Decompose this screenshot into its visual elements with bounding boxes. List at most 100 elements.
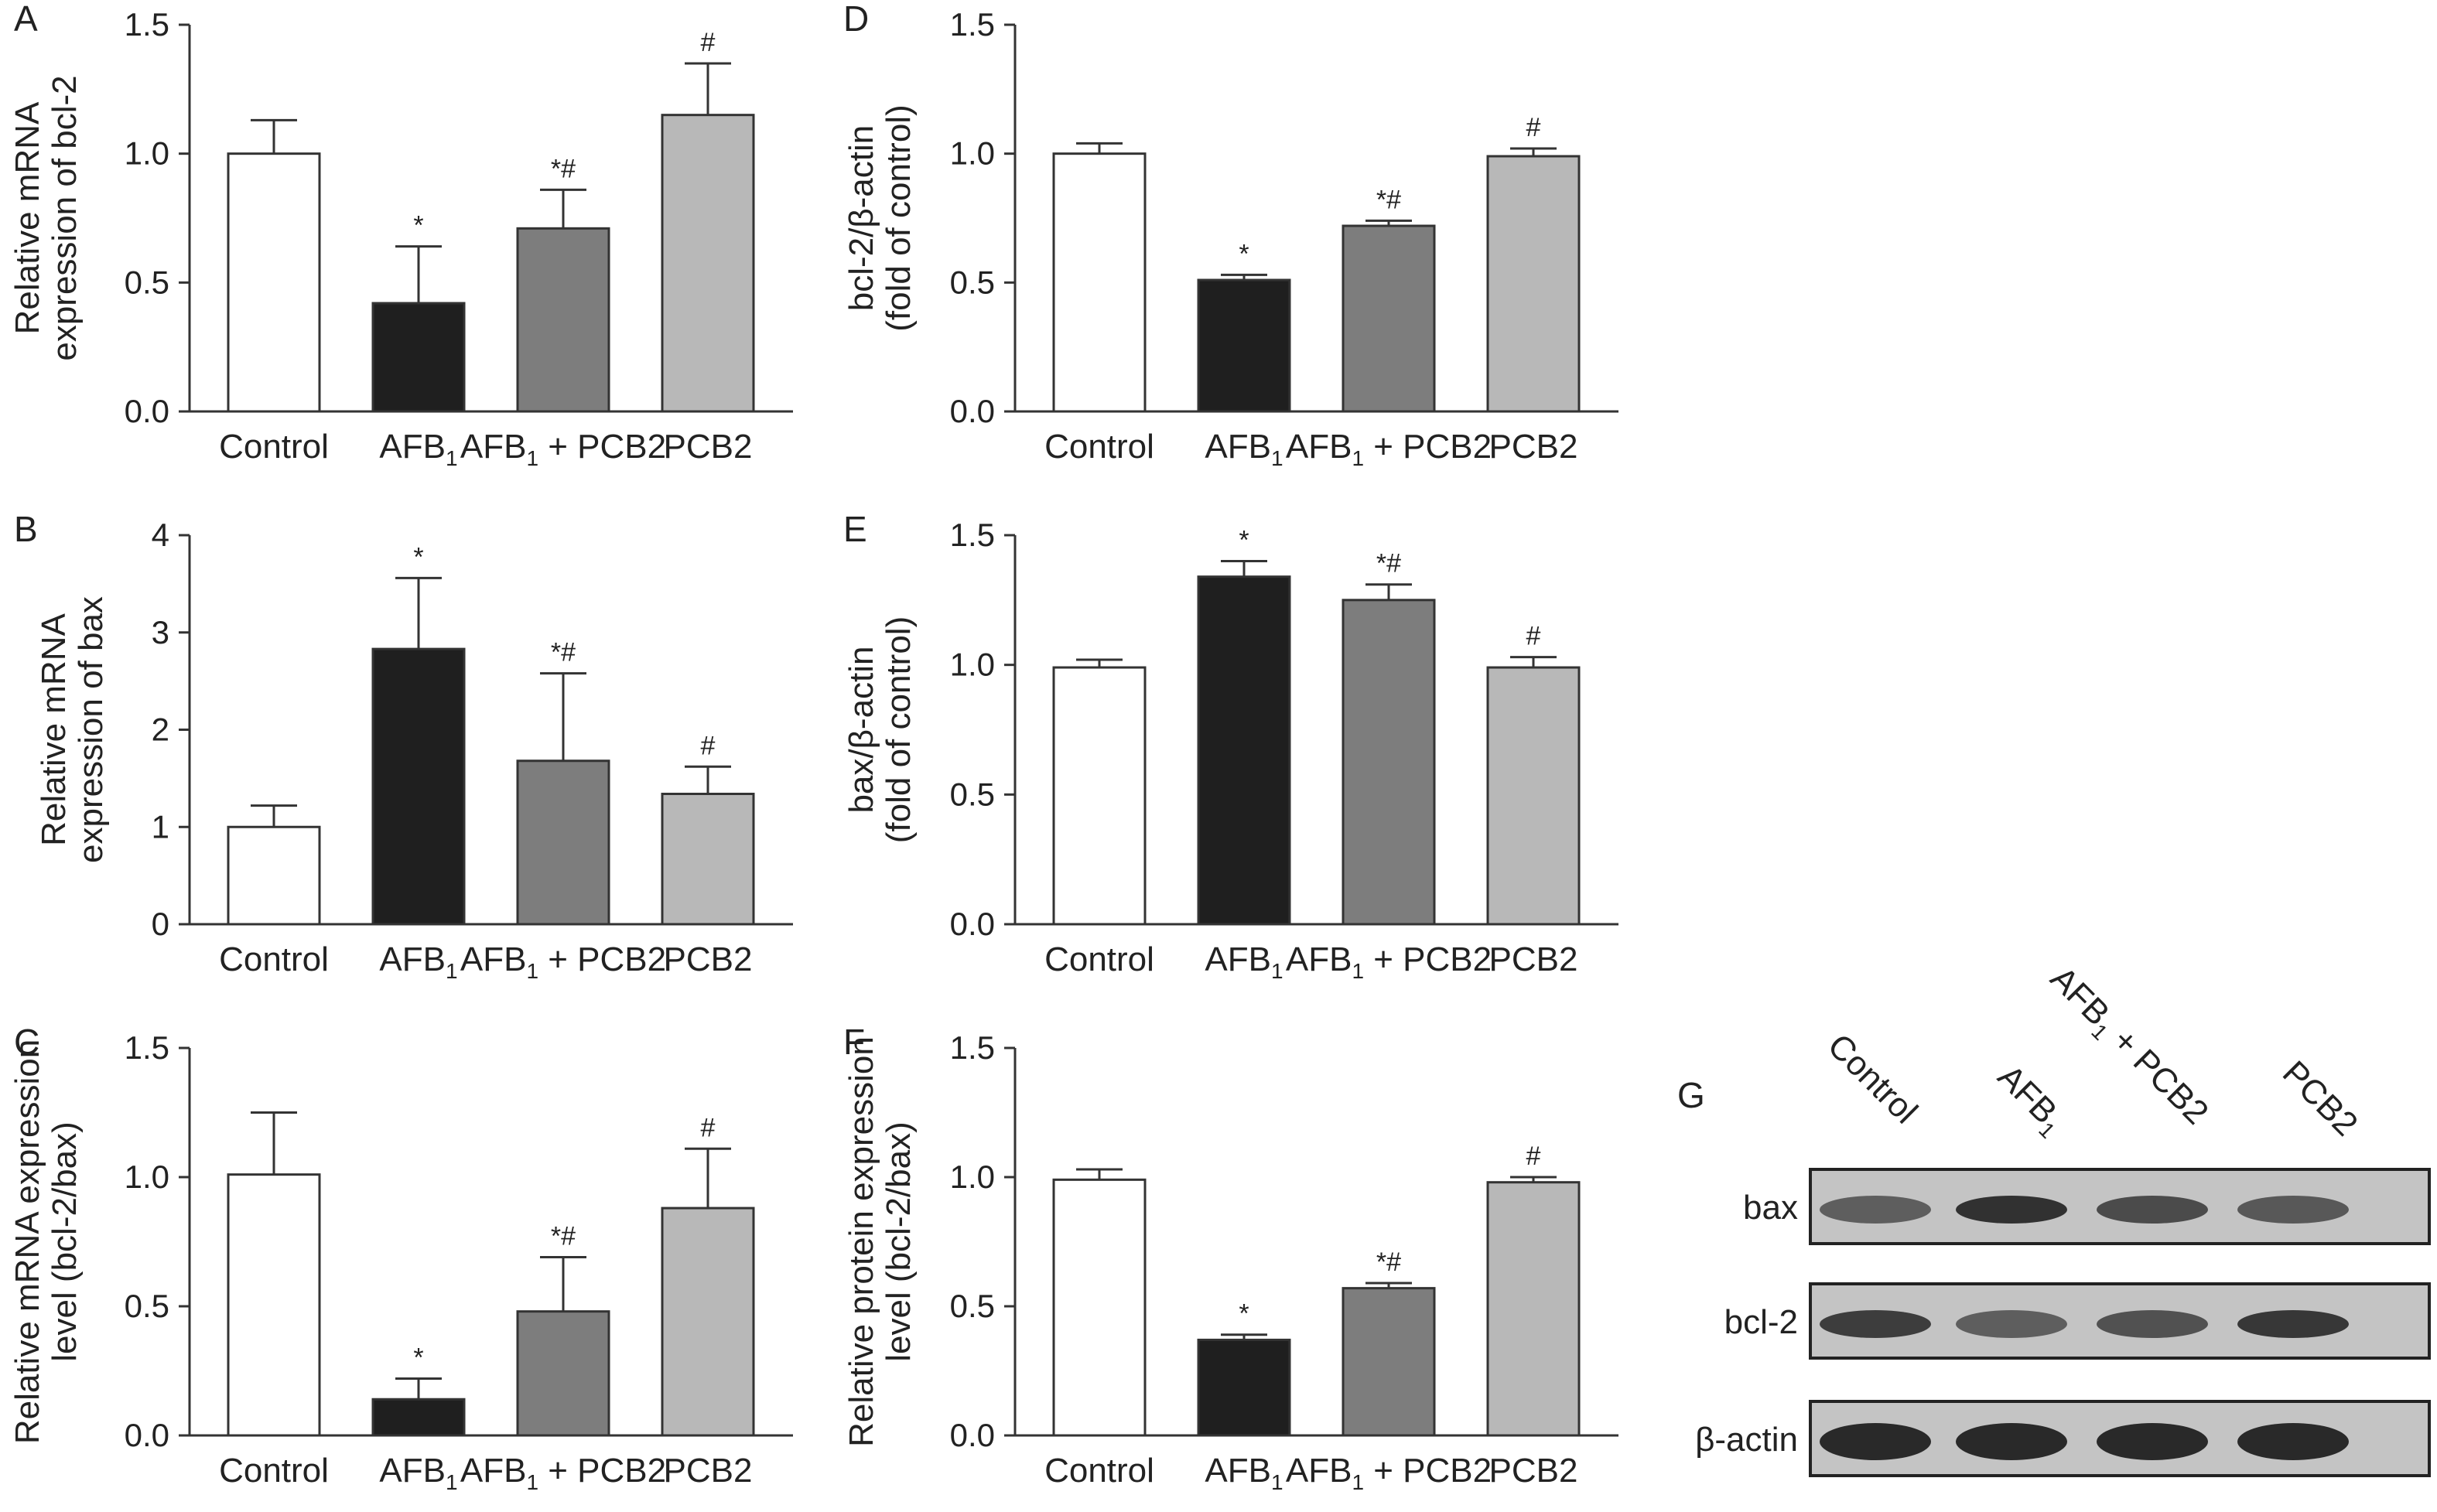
significance-mark: * [1239, 1299, 1249, 1329]
bar-afb1-pcb2 [1342, 599, 1436, 926]
bar-control [1052, 1178, 1147, 1437]
y-tick-label: 0.5 [125, 1288, 169, 1324]
significance-mark: * [413, 1343, 423, 1373]
bar-afb1 [1197, 575, 1291, 926]
y-tick-label: 1.0 [950, 135, 995, 172]
significance-mark: * [413, 211, 423, 241]
bar-afb1-pcb2 [1342, 224, 1436, 413]
bar-pcb2 [1486, 155, 1581, 413]
y-axis-label: level (bcl-2/bax) [46, 1121, 84, 1362]
bar-afb1 [1197, 278, 1291, 413]
blot-row-label: bax [1743, 1189, 1798, 1227]
x-tick-label-afb1: AFB1 [379, 1452, 457, 1494]
bar-afb1-pcb2 [516, 1310, 610, 1437]
bar-control [227, 1173, 321, 1437]
x-tick-label-afb1-pcb2: AFB1 + PCB2 [460, 428, 666, 470]
y-tick-label: 1.5 [950, 517, 995, 553]
blot-band [2237, 1310, 2349, 1338]
x-tick-label-pcb2: PCB2 [664, 428, 753, 466]
y-axis-label: expression of bcl-2 [46, 75, 84, 360]
y-tick-label: 1.0 [125, 135, 169, 172]
bar-control [1052, 152, 1147, 413]
x-tick-label-control: Control [1044, 428, 1154, 466]
blot-band [1820, 1310, 1931, 1338]
blot-rows: bax bcl-2 β-actin [1695, 1168, 2431, 1477]
y-tick-label: 1.5 [125, 1029, 169, 1066]
x-tick-label-control: Control [219, 1452, 329, 1490]
bar-afb1 [371, 647, 466, 926]
significance-mark: # [701, 731, 716, 760]
x-tick-label-afb1: AFB1 [379, 940, 457, 983]
y-axis-label: bcl-2/β-actin [843, 125, 880, 312]
blot-band [1956, 1310, 2067, 1338]
blot-band [2237, 1196, 2349, 1224]
y-tick-label: 2 [152, 712, 169, 748]
y-tick-label: 1.5 [950, 1029, 995, 1066]
blot-row-bax: bax [1743, 1168, 2431, 1245]
bar-pcb2 [1486, 1181, 1581, 1437]
significance-mark: *# [551, 638, 576, 667]
blot-band [1956, 1196, 2067, 1224]
significance-mark: # [1526, 113, 1541, 142]
significance-mark: *# [1376, 1247, 1401, 1277]
x-tick-label-afb1-pcb2: AFB1 + PCB2 [1286, 940, 1492, 983]
bar-pcb2 [661, 114, 755, 413]
x-tick-label-pcb2: PCB2 [664, 940, 753, 978]
blot-row-bcl-2: bcl-2 [1724, 1282, 2431, 1360]
bar-pcb2 [661, 792, 755, 926]
blot-band [2097, 1310, 2208, 1338]
y-tick-label: 1.5 [125, 6, 169, 43]
x-tick-label-afb1-pcb2: AFB1 + PCB2 [1286, 428, 1492, 470]
bar-afb1-pcb2 [516, 759, 610, 926]
x-tick-label-afb1: AFB1 [1205, 940, 1283, 983]
significance-mark: * [1239, 526, 1249, 555]
y-tick-label: 0.0 [125, 1417, 169, 1453]
blot-band [2097, 1423, 2208, 1460]
y-tick-label: 0.5 [950, 776, 995, 812]
blot-band [2097, 1196, 2208, 1224]
panel-label-c: C [14, 1022, 39, 1062]
blot-row-label: bcl-2 [1724, 1303, 1798, 1341]
x-tick-label-control: Control [219, 940, 329, 978]
y-tick-label: 1.0 [950, 647, 995, 683]
bar-control [227, 825, 321, 926]
y-tick-label: 4 [152, 517, 169, 553]
y-axis-label: Relative mRNA [9, 101, 46, 334]
y-tick-label: 0.0 [950, 393, 995, 429]
x-tick-label-afb1-pcb2: AFB1 + PCB2 [460, 1452, 666, 1494]
panel-label-e: E [843, 509, 867, 549]
bar-control [227, 152, 321, 413]
x-tick-label-control: Control [219, 428, 329, 466]
chart-b: B 0 1 2 3 4 Relative mRNA expression of bax Cont… [14, 509, 793, 983]
panel-label-a: A [14, 0, 38, 39]
y-tick-label: 0.0 [950, 906, 995, 942]
x-tick-label-pcb2: PCB2 [1489, 428, 1578, 466]
blot-band [1956, 1423, 2067, 1460]
x-tick-label-afb1: AFB1 [379, 428, 457, 470]
blot-band [2237, 1423, 2349, 1460]
x-tick-label-afb1-pcb2: AFB1 + PCB2 [460, 940, 666, 983]
y-axis-label: bax/β-actin [843, 646, 880, 813]
y-axis-label: (fold of control) [880, 104, 918, 331]
y-tick-label: 0.0 [125, 393, 169, 429]
panel-label-g: G [1677, 1075, 1705, 1115]
y-tick-label: 1 [152, 808, 169, 845]
y-axis-label: Relative protein expression [843, 1036, 880, 1447]
bar-control [1052, 666, 1147, 926]
x-tick-label-pcb2: PCB2 [1489, 940, 1578, 978]
y-axis-label: level (bcl-2/bax) [880, 1121, 918, 1362]
chart-f: F 0.0 0.5 1.0 1.5 Relative protein expression… [843, 1022, 1618, 1494]
bar-afb1 [371, 1398, 466, 1437]
chart-a: A 0.0 0.5 1.0 1.5 Relative mRNA expression of … [9, 0, 793, 470]
y-tick-label: 1.0 [950, 1159, 995, 1195]
significance-mark: # [701, 28, 716, 57]
chart-c: C 0.0 0.5 1.0 1.5 Relative mRNA expression lev… [9, 1022, 793, 1494]
x-tick-label-afb1: AFB1 [1205, 428, 1283, 470]
y-tick-label: 0.5 [950, 1288, 995, 1324]
bar-pcb2 [661, 1207, 755, 1437]
blot-row-beta-actin: β-actin [1695, 1400, 2431, 1477]
significance-mark: # [1526, 622, 1541, 651]
y-tick-label: 0.5 [950, 264, 995, 300]
